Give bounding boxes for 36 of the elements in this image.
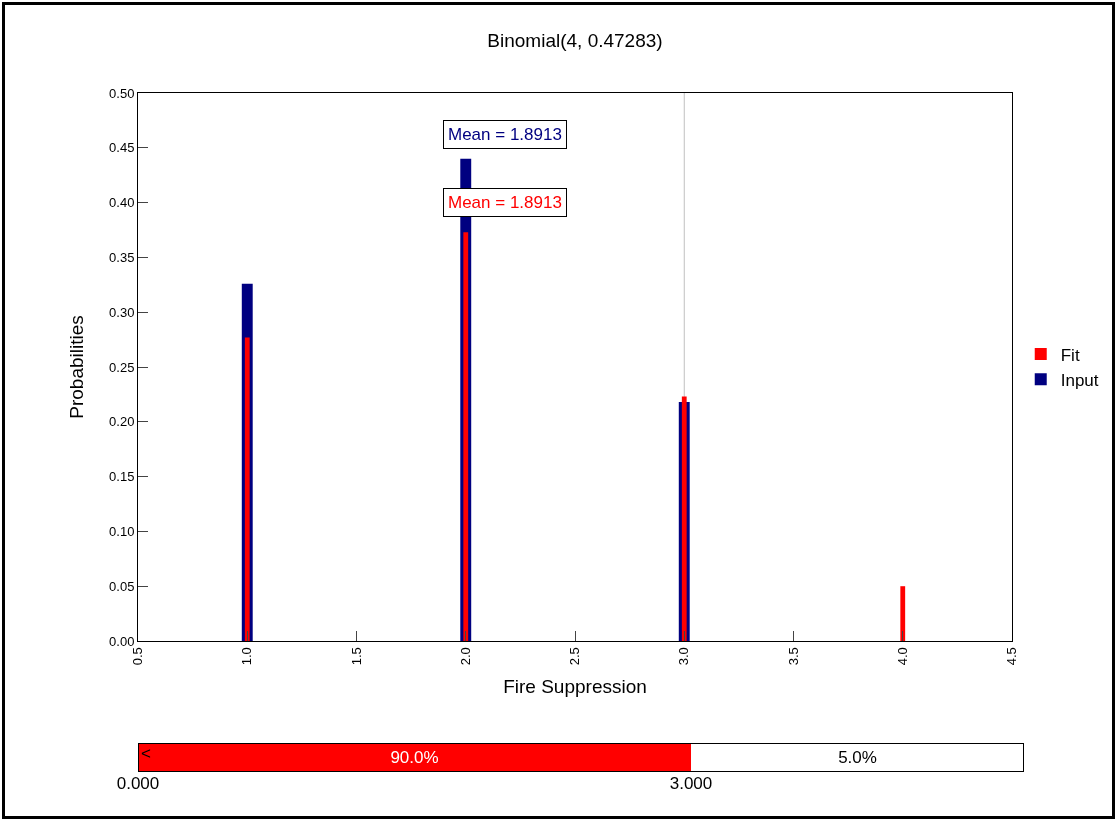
y-tick-label: 0.15: [109, 469, 135, 485]
x-tick-label: 3.5: [785, 647, 801, 666]
x-tick-label: 0.5: [130, 647, 146, 666]
y-tick-label: 0.00: [109, 633, 135, 649]
x-axis-title: Fire Suppression: [503, 676, 647, 698]
text: <: [141, 744, 151, 764]
x-tick-label: 3.0: [676, 647, 692, 666]
x-tick-label: 2.5: [567, 647, 583, 666]
x-tick-label: 1.5: [348, 647, 364, 666]
bar: [463, 232, 469, 641]
legend-label: Fit: [1060, 345, 1080, 365]
y-axis-title: Probabilities: [65, 315, 87, 419]
y-tick-label: 0.30: [109, 304, 135, 320]
x-tick-label: 4.0: [894, 647, 910, 666]
text: 3.000: [668, 774, 714, 794]
legend-label: Input: [1060, 370, 1099, 390]
bar: [244, 337, 250, 641]
y-tick-label: 0.10: [109, 523, 135, 539]
y-tick-label: 0.20: [109, 414, 135, 430]
text: 90.0%: [390, 748, 439, 767]
annotation: Mean = 1.8913: [448, 125, 562, 144]
annotation: Mean = 1.8913: [448, 193, 562, 212]
chart-title: Binomial(4, 0.47283): [487, 29, 663, 51]
y-tick-label: 0.05: [109, 578, 135, 594]
bar: [900, 586, 906, 641]
y-tick-label: 0.50: [109, 85, 135, 101]
bar: [681, 396, 687, 641]
text: 0.000: [115, 774, 161, 794]
x-tick-label: 1.0: [239, 647, 255, 666]
text: 5.0%: [837, 747, 878, 769]
x-tick-label: 2.0: [457, 647, 473, 666]
y-tick-label: 0.45: [109, 140, 135, 156]
y-tick-label: 0.25: [109, 359, 135, 375]
y-tick-label: 0.40: [109, 195, 135, 211]
x-tick-label: 4.5: [1004, 647, 1020, 666]
y-tick-label: 0.35: [109, 249, 135, 265]
